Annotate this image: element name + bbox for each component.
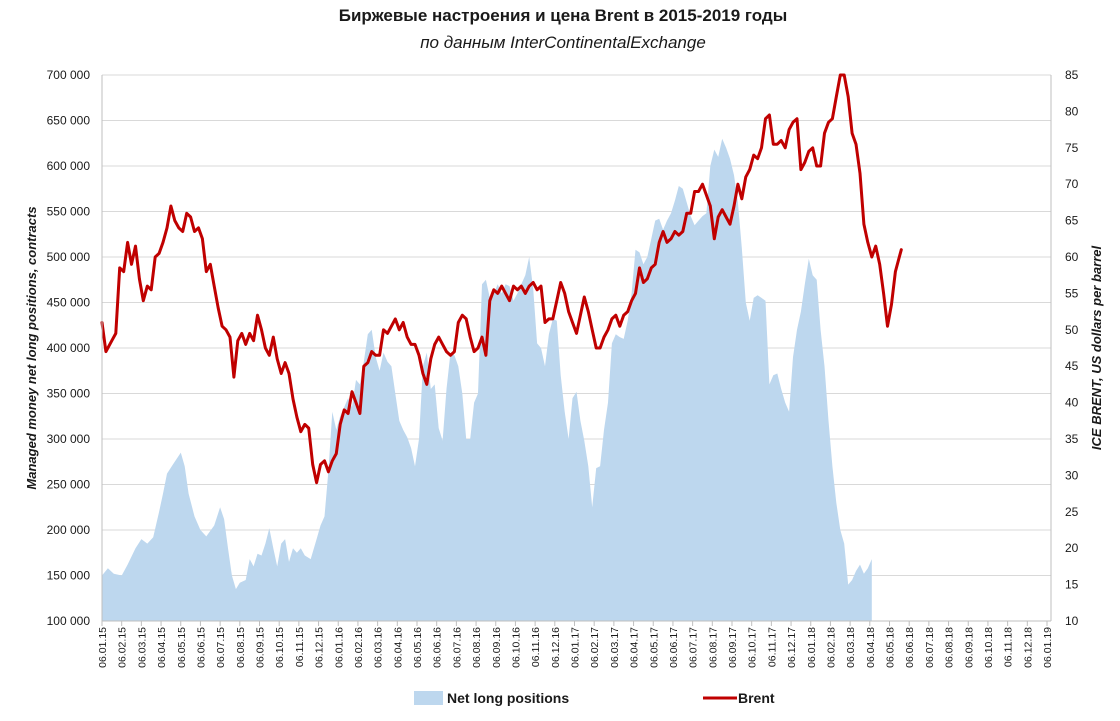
legend-label-brent: Brent [738, 690, 775, 706]
left-y-tick-label: 650 000 [47, 114, 91, 128]
x-tick-label: 06.08.17 [707, 627, 719, 668]
x-tick-label: 06.07.15 [215, 627, 227, 668]
right-y-tick-label: 80 [1065, 104, 1079, 118]
x-tick-label: 06.06.16 [432, 627, 444, 668]
left-y-tick-label: 450 000 [47, 296, 91, 310]
x-tick-label: 06.09.18 [963, 627, 975, 668]
left-y-tick-label: 100 000 [47, 614, 91, 628]
right-y-tick-label: 65 [1065, 214, 1079, 228]
axes [101, 75, 1052, 622]
net-long-positions-area-group [102, 138, 872, 621]
x-tick-label: 06.05.18 [885, 627, 897, 668]
right-y-tick-label: 25 [1065, 505, 1079, 519]
right-y-tick-label: 15 [1065, 578, 1079, 592]
x-tick-label: 06.07.18 [924, 627, 936, 668]
x-tick-label: 06.04.17 [629, 627, 641, 668]
right-y-tick-label: 50 [1065, 323, 1079, 337]
right-y-tick-label: 30 [1065, 468, 1079, 482]
x-tick-label: 06.01.19 [1042, 627, 1054, 668]
right-y-tick-label: 40 [1065, 396, 1079, 410]
x-axis-ticks: 06.01.15 06.02.15 06.03.15 06.04.15 06.05.15… [97, 621, 1054, 668]
left-y-tick-label: 700 000 [47, 68, 91, 82]
x-tick-label: 06.01.17 [570, 627, 582, 668]
x-tick-label: 06.12.16 [550, 627, 562, 668]
net-long-positions-area [102, 138, 872, 621]
x-tick-label: 06.04.16 [392, 627, 404, 668]
left-y-tick-label: 150 000 [47, 569, 91, 583]
x-tick-label: 06.11.15 [294, 627, 306, 667]
x-tick-label: 06.09.17 [727, 627, 739, 668]
x-tick-label: 06.11.18 [1003, 627, 1015, 667]
brent-line [100, 73, 903, 485]
x-tick-label: 06.04.18 [865, 627, 877, 668]
x-tick-label: 06.10.16 [510, 627, 522, 668]
legend-swatch-net-long-positions [414, 691, 443, 705]
right-y-tick-label: 55 [1065, 286, 1079, 300]
x-tick-label: 06.06.18 [904, 627, 916, 668]
legend-label-net-long-positions: Net long positions [447, 690, 569, 706]
x-tick-label: 06.01.15 [97, 627, 109, 668]
right-y-tick-label: 45 [1065, 359, 1079, 373]
x-tick-label: 06.03.18 [845, 627, 857, 668]
x-tick-label: 06.07.16 [451, 627, 463, 668]
chart-title: Биржевые настроения и цена Brent в 2015-… [338, 6, 788, 25]
left-y-tick-label: 200 000 [47, 523, 91, 537]
x-tick-label: 06.05.15 [176, 627, 188, 668]
x-tick-label: 06.02.18 [825, 627, 837, 668]
x-tick-label: 06.09.15 [255, 627, 267, 668]
left-y-tick-label: 600 000 [47, 159, 91, 173]
x-tick-label: 06.12.17 [786, 627, 798, 668]
x-tick-label: 06.03.17 [609, 627, 621, 668]
x-tick-label: 06.02.15 [117, 627, 129, 668]
right-y-tick-label: 60 [1065, 250, 1079, 264]
right-y-tick-label: 75 [1065, 141, 1079, 155]
x-tick-label: 06.10.15 [274, 627, 286, 668]
right-y-tick-label: 20 [1065, 541, 1079, 555]
x-tick-label: 06.01.18 [806, 627, 818, 668]
left-y-tick-label: 550 000 [47, 205, 91, 219]
x-tick-label: 06.07.17 [688, 627, 700, 668]
x-tick-label: 06.10.18 [983, 627, 995, 668]
x-tick-label: 06.06.17 [668, 627, 680, 668]
x-tick-label: 06.01.16 [333, 627, 345, 668]
x-tick-label: 06.12.15 [314, 627, 326, 668]
brent-line-group [100, 73, 903, 485]
legend: Net long positions Brent [414, 690, 775, 706]
left-y-tick-label: 500 000 [47, 250, 91, 264]
x-tick-label: 06.06.15 [195, 627, 207, 668]
x-tick-label: 06.08.18 [944, 627, 956, 668]
x-tick-label: 06.08.16 [471, 627, 483, 668]
left-y-tick-label: 250 000 [47, 478, 91, 492]
left-y-axis-ticks: 100 000 150 000 200 000 250 000 300 000 350 0… [47, 68, 91, 628]
left-y-axis-title: Managed money net long positions, contra… [24, 206, 39, 489]
x-tick-label: 06.04.15 [156, 627, 168, 668]
right-y-axis-ticks: 10 15 20 25 30 35 40 45 50 55 60 65 70 75 80 85 [1065, 68, 1079, 628]
x-tick-label: 06.10.17 [747, 627, 759, 668]
x-tick-label: 06.11.17 [766, 627, 778, 667]
right-y-tick-label: 85 [1065, 68, 1079, 82]
right-y-tick-label: 70 [1065, 177, 1079, 191]
x-tick-label: 06.02.17 [589, 627, 601, 668]
left-y-tick-label: 400 000 [47, 341, 91, 355]
x-tick-label: 06.03.15 [136, 627, 148, 668]
x-tick-label: 06.12.18 [1022, 627, 1034, 668]
x-tick-label: 06.05.16 [412, 627, 424, 668]
chart-subtitle: по данным InterContinentalExchange [420, 33, 706, 52]
x-tick-label: 06.03.16 [373, 627, 385, 668]
x-tick-label: 06.09.16 [491, 627, 503, 668]
right-y-tick-label: 35 [1065, 432, 1079, 446]
right-y-tick-label: 10 [1065, 614, 1079, 628]
right-y-axis-title: ICE BRENT, US dollars per barrel [1089, 246, 1104, 451]
left-y-tick-label: 350 000 [47, 387, 91, 401]
x-tick-label: 06.08.15 [235, 627, 247, 668]
left-y-tick-label: 300 000 [47, 432, 91, 446]
x-tick-label: 06.11.16 [530, 627, 542, 667]
x-tick-label: 06.05.17 [648, 627, 660, 668]
x-tick-label: 06.02.16 [353, 627, 365, 668]
